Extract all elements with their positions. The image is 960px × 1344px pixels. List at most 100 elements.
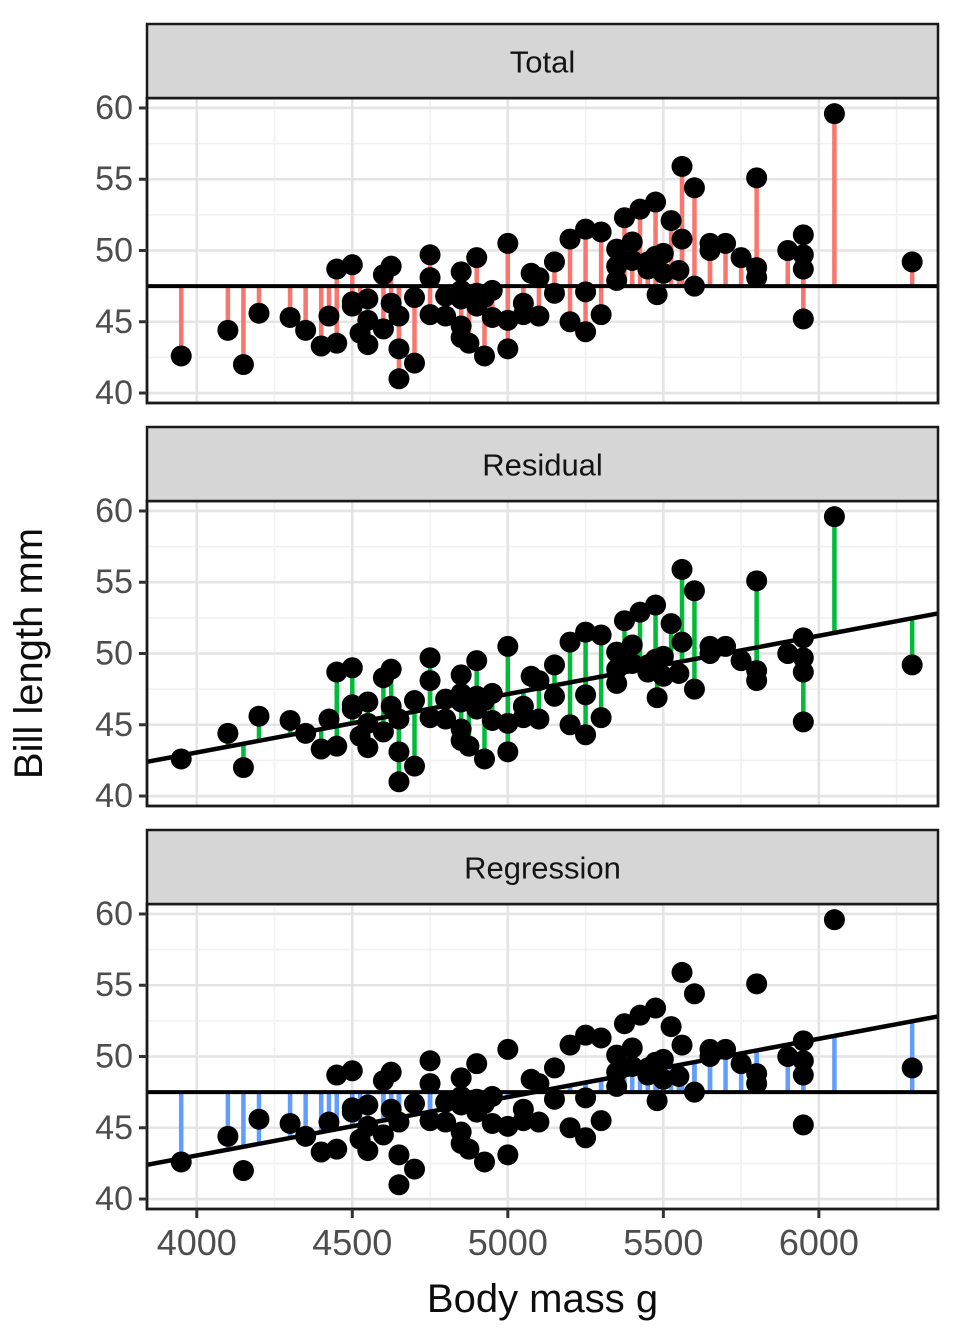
data-point bbox=[823, 103, 845, 125]
data-point bbox=[388, 708, 410, 730]
data-point bbox=[419, 267, 441, 289]
data-point bbox=[341, 657, 363, 679]
data-point bbox=[792, 1030, 814, 1052]
data-point bbox=[404, 1158, 426, 1180]
y-tick-label: 60 bbox=[95, 895, 133, 933]
data-point bbox=[404, 755, 426, 777]
data-point bbox=[473, 748, 495, 770]
x-tick-label: 5500 bbox=[623, 1222, 703, 1263]
data-point bbox=[435, 1111, 457, 1133]
data-point bbox=[248, 705, 270, 727]
data-point bbox=[295, 722, 317, 744]
data-point bbox=[671, 631, 693, 653]
data-point bbox=[543, 654, 565, 676]
data-point bbox=[318, 1111, 340, 1133]
data-point bbox=[419, 670, 441, 692]
data-point bbox=[730, 650, 752, 672]
data-point bbox=[671, 228, 693, 250]
data-point bbox=[746, 570, 768, 592]
y-tick-label: 45 bbox=[95, 706, 133, 744]
data-point bbox=[668, 259, 690, 281]
data-point bbox=[357, 1140, 379, 1162]
data-point bbox=[575, 1127, 597, 1149]
data-point bbox=[575, 724, 597, 746]
data-point bbox=[380, 255, 402, 277]
data-point bbox=[715, 232, 737, 254]
y-tick-label: 55 bbox=[95, 160, 133, 198]
data-point bbox=[792, 711, 814, 733]
data-point bbox=[823, 909, 845, 931]
y-tick-label: 40 bbox=[95, 374, 133, 412]
data-point bbox=[901, 654, 923, 676]
data-point bbox=[559, 311, 581, 333]
data-point bbox=[497, 1144, 519, 1166]
data-point bbox=[621, 231, 643, 253]
data-point bbox=[559, 631, 581, 653]
y-tick-label: 45 bbox=[95, 303, 133, 341]
data-point bbox=[746, 167, 768, 189]
data-point bbox=[357, 1115, 379, 1137]
data-point bbox=[543, 282, 565, 304]
data-point bbox=[621, 634, 643, 656]
data-point bbox=[232, 757, 254, 779]
data-point bbox=[404, 287, 426, 309]
data-point bbox=[652, 262, 674, 284]
data-point bbox=[357, 334, 379, 356]
data-point bbox=[528, 1073, 550, 1095]
data-point bbox=[326, 735, 348, 757]
data-point bbox=[543, 1088, 565, 1110]
data-point bbox=[310, 335, 332, 357]
data-point bbox=[613, 207, 635, 229]
x-tick-label: 6000 bbox=[779, 1222, 859, 1263]
data-point bbox=[528, 305, 550, 327]
data-point bbox=[621, 652, 643, 674]
data-point bbox=[621, 249, 643, 271]
data-point bbox=[450, 261, 472, 283]
data-point bbox=[575, 1024, 597, 1046]
data-point bbox=[730, 247, 752, 269]
data-point bbox=[388, 1174, 410, 1196]
data-point bbox=[512, 707, 534, 729]
data-point bbox=[481, 1112, 503, 1134]
data-point bbox=[497, 1038, 519, 1060]
data-point bbox=[528, 1111, 550, 1133]
data-point bbox=[559, 228, 581, 250]
data-point bbox=[652, 645, 674, 667]
data-point bbox=[512, 1110, 534, 1132]
data-point bbox=[419, 1073, 441, 1095]
data-point bbox=[295, 1125, 317, 1147]
data-point bbox=[671, 961, 693, 983]
data-point bbox=[668, 1065, 690, 1087]
data-point bbox=[466, 650, 488, 672]
data-point bbox=[232, 354, 254, 376]
data-point bbox=[466, 247, 488, 269]
data-point bbox=[575, 321, 597, 343]
data-point bbox=[575, 684, 597, 706]
data-point bbox=[543, 685, 565, 707]
data-point bbox=[279, 1112, 301, 1134]
data-point bbox=[279, 306, 301, 328]
data-point bbox=[458, 1138, 480, 1160]
data-point bbox=[372, 721, 394, 743]
data-point bbox=[326, 1138, 348, 1160]
data-point bbox=[606, 672, 628, 694]
data-point bbox=[683, 275, 705, 297]
data-point bbox=[543, 251, 565, 273]
data-point bbox=[357, 1094, 379, 1116]
y-tick-label: 50 bbox=[95, 1038, 133, 1076]
data-point bbox=[380, 658, 402, 680]
data-point bbox=[295, 319, 317, 341]
data-point bbox=[559, 1117, 581, 1139]
data-point bbox=[590, 221, 612, 243]
data-point bbox=[901, 251, 923, 273]
data-point bbox=[792, 224, 814, 246]
data-point bbox=[575, 1087, 597, 1109]
data-point bbox=[388, 741, 410, 763]
data-point bbox=[652, 1068, 674, 1090]
data-point bbox=[559, 1034, 581, 1056]
facet-strip bbox=[145, 828, 940, 906]
y-tick-label: 40 bbox=[95, 777, 133, 815]
facet-regression: Regression 40 45 50 55 60 4000 4500 5000 5500 6000 bbox=[95, 828, 940, 1263]
data-point bbox=[746, 670, 768, 692]
